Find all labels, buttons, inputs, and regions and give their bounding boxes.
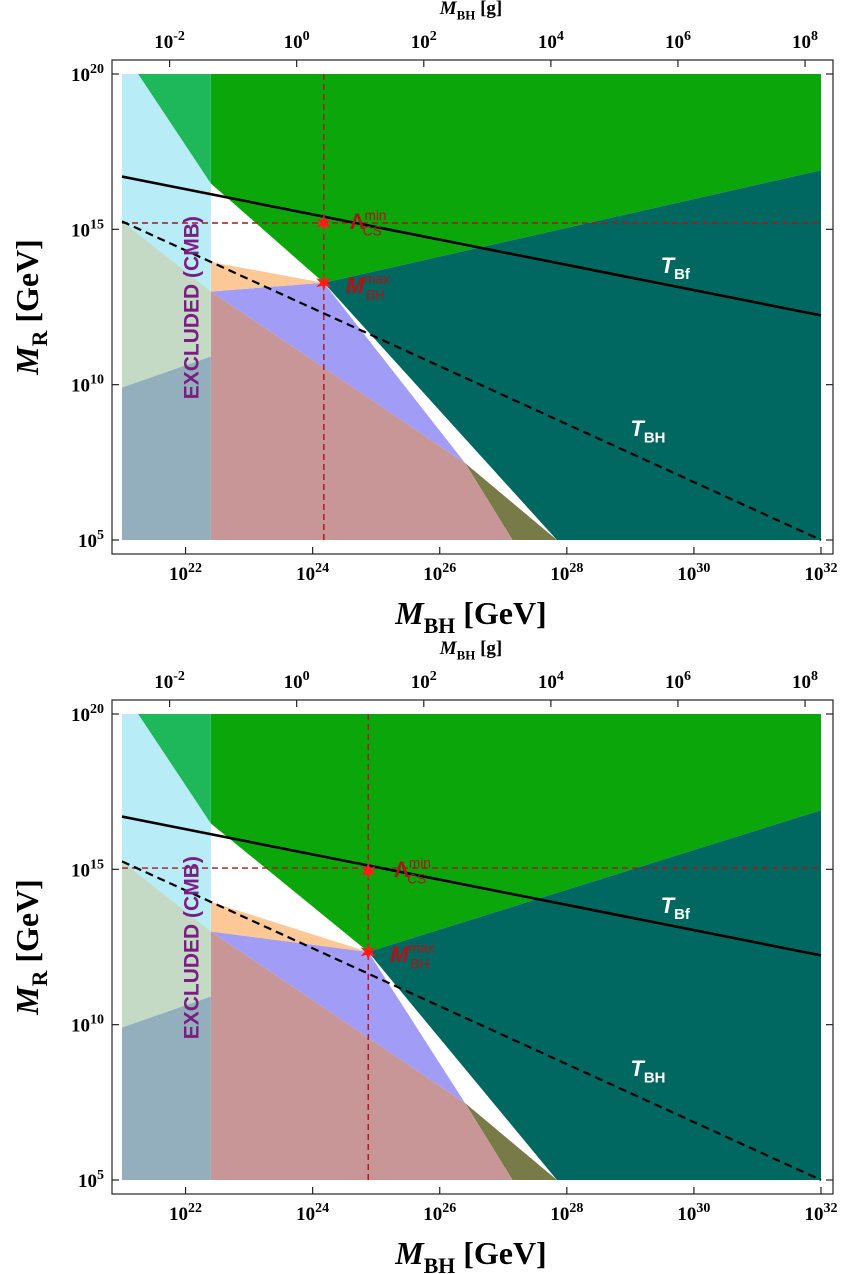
x-top-tick-label: 106 [665, 29, 691, 53]
region-teal [323, 170, 821, 540]
region-violet [210, 282, 466, 464]
region-white [210, 823, 369, 952]
series-line-tbh [121, 220, 822, 542]
x-tick-label: 1026 [423, 561, 456, 585]
region-rose [210, 291, 513, 540]
x-top-tick-label: 104 [538, 669, 564, 693]
region-olive [465, 1103, 557, 1180]
x-tick-label: 1022 [169, 561, 202, 585]
y-tick-label: 1010 [71, 373, 104, 397]
region-white [210, 183, 324, 283]
regions [122, 74, 821, 540]
chart-panel-2: Λmin CS Mmax BH TBf TBH EXCLUDED (CMB) 1022 1024… [9, 638, 838, 1274]
x-top-tick-label: 100 [284, 669, 310, 693]
x-tick-label: 1022 [169, 1201, 202, 1225]
label-lambda-min: Λmin CS [394, 856, 431, 887]
y-tick-label: 1010 [71, 1013, 104, 1037]
region-light-green [138, 74, 211, 184]
x-tick-label: 1030 [677, 561, 710, 585]
label-mbh-max: Mmax BH [346, 272, 390, 303]
y-tick-label: 1015 [71, 217, 104, 241]
x-top-tick-label: 100 [284, 29, 310, 53]
plot-frame [111, 699, 834, 1195]
plot-frame [111, 59, 834, 555]
x-axis-title: MBH [GeV] [394, 595, 546, 638]
region-green [210, 714, 821, 952]
label-tbf: TBf [661, 893, 691, 923]
region-slate [122, 356, 211, 540]
series-line-tbh [121, 860, 822, 1182]
marker-mbh-max [316, 273, 332, 292]
y-tick-label: 105 [78, 528, 104, 552]
region-orange [210, 261, 324, 292]
regions [122, 714, 821, 1180]
x-axis-title: MBH [GeV] [394, 1235, 546, 1274]
marker-lambda-min [316, 214, 332, 232]
y-axis-title-group: MR [GeV] [9, 239, 52, 376]
x-tick-label: 1032 [805, 561, 838, 585]
region-orange [210, 901, 369, 952]
y-axis-title: MR [GeV] [9, 239, 52, 376]
x-tick-label: 1028 [550, 1201, 583, 1225]
y-axis-title-group: MR [GeV] [9, 879, 52, 1016]
region-light-green [138, 714, 211, 824]
label-lambda-min: Λmin CS [350, 208, 387, 239]
x-tick-label: 1024 [296, 1201, 329, 1225]
marker-mbh-max [360, 942, 376, 961]
x-top-tick-label: 106 [665, 669, 691, 693]
y-tick-label: 1020 [71, 62, 104, 86]
series-line-tbf [121, 815, 822, 957]
x-tick-label: 1024 [296, 561, 329, 585]
region-teal [368, 810, 821, 1180]
region-green [210, 74, 821, 283]
x-tick-label: 1032 [805, 1201, 838, 1225]
x-top-tick-label: 102 [411, 669, 437, 693]
x-top-tick-label: 10-2 [154, 29, 185, 53]
label-tbh: TBH [630, 416, 665, 446]
label-tbh: TBH [630, 1056, 665, 1086]
x-top-tick-label: 108 [792, 669, 818, 693]
label-mbh-max: Mmax BH [390, 941, 434, 972]
label-tbf: TBf [661, 253, 691, 283]
x-top-axis-title: MBH [g] [439, 638, 502, 662]
x-tick-label: 1030 [677, 1201, 710, 1225]
y-axis-title: MR [GeV] [9, 879, 52, 1016]
y-tick-label: 1020 [71, 702, 104, 726]
x-top-tick-label: 102 [411, 29, 437, 53]
chart-panel-1: Λmin CS Mmax BH TBf TBH EXCLUDED (CMB) 1022 1024… [9, 0, 838, 638]
region-rose [210, 931, 513, 1180]
y-tick-label: 1015 [71, 857, 104, 881]
region-slate [122, 996, 211, 1180]
x-top-axis-title: MBH [g] [439, 0, 502, 22]
x-top-tick-label: 10-2 [154, 669, 185, 693]
marker-lambda-min [360, 861, 376, 880]
x-top-tick-label: 108 [792, 29, 818, 53]
series-line-tbf [121, 175, 822, 317]
x-tick-label: 1028 [550, 561, 583, 585]
region-olive [465, 463, 557, 540]
label-excluded: EXCLUDED (CMB) [181, 216, 204, 399]
label-excluded: EXCLUDED (CMB) [181, 856, 204, 1039]
x-top-tick-label: 104 [538, 29, 564, 53]
y-tick-label: 105 [78, 1168, 104, 1192]
x-tick-label: 1026 [423, 1201, 456, 1225]
